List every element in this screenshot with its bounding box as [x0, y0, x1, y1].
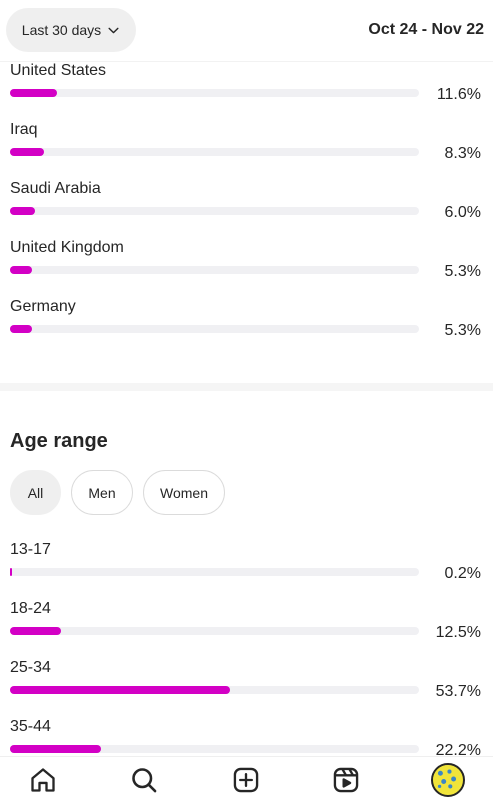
country-percent: 8.3%: [444, 145, 481, 162]
bar-fill: [10, 89, 58, 97]
age-row: 13-17 0.2%: [10, 541, 481, 600]
country-percent: 5.3%: [444, 322, 481, 339]
bar-track: [10, 266, 419, 274]
age-percent: 0.2%: [444, 565, 481, 582]
country-row: United Kingdom 5.3%: [10, 239, 481, 298]
home-icon[interactable]: [28, 765, 58, 795]
bar-fill: [10, 207, 35, 215]
bar-track: [10, 325, 419, 333]
profile-avatar[interactable]: [430, 762, 466, 798]
country-row: Saudi Arabia 6.0%: [10, 180, 481, 239]
bar-track: [10, 745, 419, 753]
country-percent: 5.3%: [444, 263, 481, 280]
gender-filter: All Men Women: [10, 470, 225, 515]
date-range-selector[interactable]: Last 30 days: [6, 8, 136, 52]
country-row: Germany 5.3%: [10, 298, 481, 357]
bar-fill: [10, 745, 101, 753]
filter-men-chip[interactable]: Men: [71, 470, 133, 515]
bar-track: [10, 89, 419, 97]
age-percent: 12.5%: [435, 624, 481, 641]
bottom-navigation: [0, 756, 493, 798]
age-row: 18-24 12.5%: [10, 600, 481, 659]
country-name: United Kingdom: [10, 239, 124, 256]
age-label: 35-44: [10, 718, 51, 735]
age-percent: 22.2%: [435, 742, 481, 756]
filter-women-chip[interactable]: Women: [143, 470, 225, 515]
reels-icon[interactable]: [331, 765, 361, 795]
age-label: 13-17: [10, 541, 51, 558]
bar-fill: [10, 148, 44, 156]
country-name: Saudi Arabia: [10, 180, 101, 197]
bar-track: [10, 686, 419, 694]
date-range-selector-label: Last 30 days: [21, 22, 102, 38]
date-range-text: Oct 24 - Nov 22: [368, 21, 484, 38]
bar-track: [10, 627, 419, 635]
create-icon[interactable]: [231, 765, 261, 795]
country-name: United States: [10, 62, 107, 79]
filter-all-chip[interactable]: All: [10, 470, 61, 515]
search-icon[interactable]: [129, 765, 159, 795]
section-divider: [0, 383, 493, 391]
age-label: 25-34: [10, 659, 51, 676]
bar-fill: [10, 686, 230, 694]
chevron-down-icon: [108, 27, 119, 33]
bar-track: [10, 568, 419, 576]
age-percent: 53.7%: [435, 683, 481, 700]
bar-fill: [10, 266, 32, 274]
bar-track: [10, 148, 419, 156]
bar-fill: [10, 568, 13, 576]
country-percent: 11.6%: [436, 86, 481, 103]
avatar: [431, 763, 465, 797]
country-percent: 6.0%: [444, 204, 481, 221]
bar-fill: [10, 325, 32, 333]
bar-track: [10, 207, 419, 215]
insights-header: Last 30 days Oct 24 - Nov 22: [0, 0, 493, 62]
bar-fill: [10, 627, 62, 635]
age-row: 35-44 22.2%: [10, 718, 481, 756]
avatar-pattern-icon: [433, 765, 461, 793]
country-name: Germany: [10, 298, 76, 315]
country-row: Iraq 8.3%: [10, 121, 481, 180]
country-row: United States 11.6%: [10, 62, 481, 121]
age-row: 25-34 53.7%: [10, 659, 481, 718]
audience-content[interactable]: United States 11.6% Iraq 8.3% Saudi Arab…: [0, 62, 493, 756]
age-range-title: Age range: [10, 430, 108, 452]
age-label: 18-24: [10, 600, 51, 617]
country-name: Iraq: [10, 121, 38, 138]
